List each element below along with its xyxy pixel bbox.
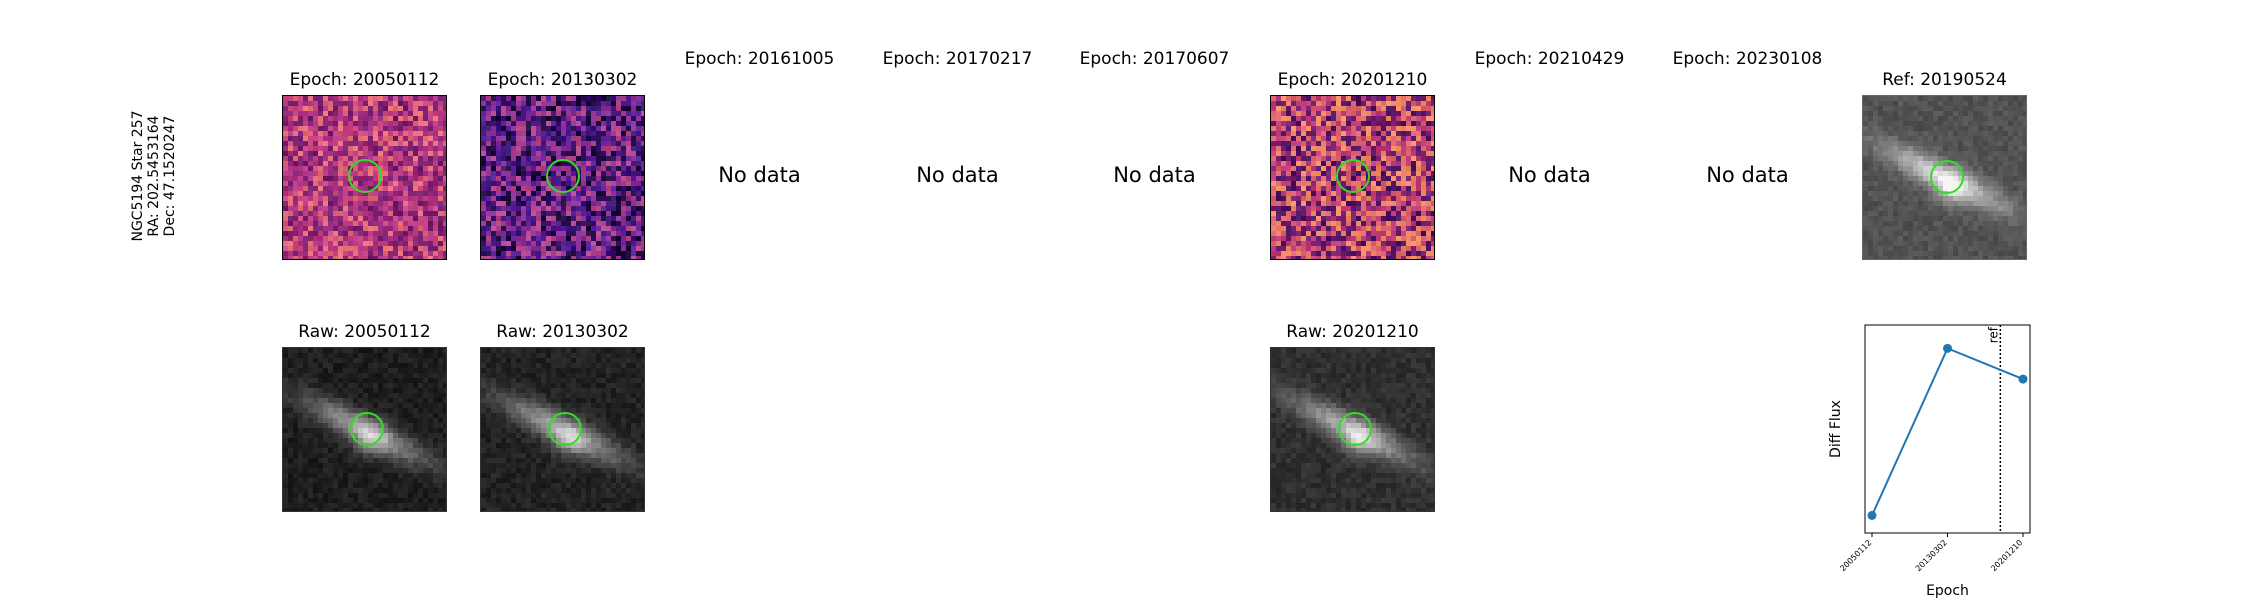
raw-image-20050112 [282,347,447,512]
ref-image [1862,95,2027,260]
raw-image-20201210 [1270,347,1435,512]
source-marker-circle [1336,159,1370,193]
source-marker-circle [348,159,382,193]
epoch-title-1: Epoch: 20130302 [487,70,638,90]
raw-title-1: Raw: 20130302 [496,322,629,342]
row-label-dec: Dec: 47.1520247 [162,115,178,237]
x-tick-label: 20130302 [1914,538,1949,573]
epoch-title-5: Epoch: 20201210 [1277,70,1428,90]
epoch-title-3: Epoch: 20170217 [882,49,1033,69]
source-marker-circle [350,412,384,446]
raw-image-20130302 [480,347,645,512]
epoch-title-2: Epoch: 20161005 [684,49,835,69]
epoch-title-6: Epoch: 20210429 [1474,49,1625,69]
x-axis-label: Epoch [1926,583,1969,599]
row-label-name: NGC5194 Star 257 [130,110,146,242]
data-point [1867,510,1877,520]
epoch-title-7: Epoch: 20230108 [1672,49,1823,69]
x-tick-label: 20201210 [1989,538,2024,573]
raw-title-5: Raw: 20201210 [1286,322,1419,342]
data-point [2018,374,2028,384]
source-marker-circle [1338,412,1372,446]
diff-image-20201210 [1270,95,1435,260]
row-label: NGC5194 Star 257 RA: 202.5453164 Dec: 47… [130,96,190,256]
data-point [1943,343,1952,353]
ref-title: Ref: 20190524 [1882,70,2007,90]
diff-flux-chart: 20050112 20130302 20201210 ref Epoch Diff Flu… [1828,324,2031,599]
x-tick-label: 20050112 [1838,538,1873,573]
source-marker-circle [546,159,580,193]
no-data-7: No data [1706,163,1789,187]
source-marker-circle [1930,160,1964,194]
diff-image-20050112 [282,95,447,260]
y-axis-label: Diff Flux [1828,400,1844,458]
epoch-title-4: Epoch: 20170607 [1079,49,1230,69]
ref-line-label: ref [1986,326,2000,343]
diff-image-20130302 [480,95,645,260]
no-data-6: No data [1508,163,1591,187]
plot-frame [1864,324,2031,534]
epoch-title-0: Epoch: 20050112 [289,70,440,90]
no-data-4: No data [1113,163,1196,187]
raw-title-0: Raw: 20050112 [298,322,431,342]
no-data-3: No data [916,163,999,187]
no-data-2: No data [718,163,801,187]
row-label-ra: RA: 202.5453164 [146,115,162,237]
source-marker-circle [548,412,582,446]
